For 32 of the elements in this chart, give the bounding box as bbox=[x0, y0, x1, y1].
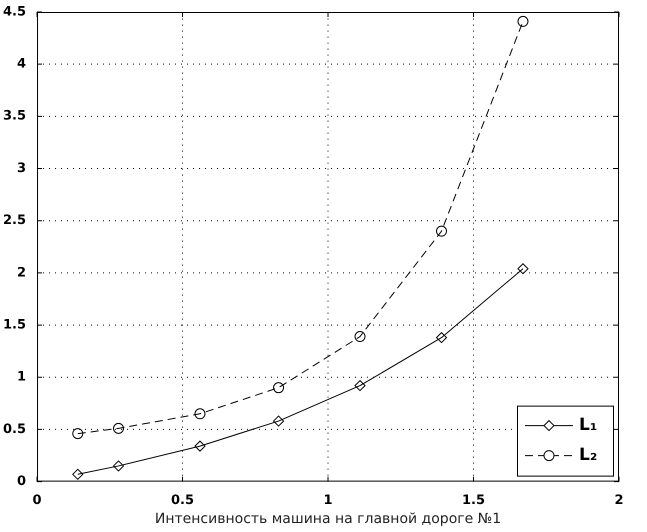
point bbox=[273, 416, 284, 427]
y-tick-label: 2.5 bbox=[3, 213, 26, 228]
y-tick-label: 2 bbox=[16, 265, 26, 280]
point bbox=[517, 263, 528, 274]
point bbox=[72, 428, 84, 440]
y-tick-label: 4.5 bbox=[3, 4, 26, 20]
point bbox=[113, 460, 124, 472]
x-tick-label: 1.5 bbox=[462, 492, 486, 508]
x-tick-label: 0.5 bbox=[171, 492, 194, 508]
x-axis-title: Интенсивность машина на главной дороге №1 bbox=[154, 511, 502, 528]
point bbox=[517, 16, 528, 27]
y-tick-label: 1 bbox=[16, 370, 26, 385]
y-tick-label: 3.5 bbox=[3, 108, 26, 124]
point bbox=[194, 440, 206, 452]
y-tick-label: 0 bbox=[16, 474, 26, 489]
x-tick-label: 0 bbox=[32, 492, 42, 508]
x-tick-label: 1 bbox=[323, 492, 333, 508]
y-tick-label: 0.5 bbox=[3, 422, 26, 437]
point bbox=[354, 380, 366, 392]
point bbox=[113, 422, 124, 434]
y-tick-label: 3 bbox=[16, 160, 26, 176]
point bbox=[436, 332, 447, 344]
legend-label: L₂ bbox=[579, 445, 598, 466]
point bbox=[72, 468, 84, 480]
point bbox=[194, 408, 206, 420]
y-tick-label: 4 bbox=[16, 56, 26, 72]
point bbox=[273, 382, 284, 394]
y-tick-label: 1.5 bbox=[3, 317, 26, 332]
point bbox=[436, 226, 447, 237]
point bbox=[354, 331, 366, 342]
legend-label: L₁ bbox=[579, 415, 598, 436]
x-tick-label: 2 bbox=[614, 492, 624, 508]
